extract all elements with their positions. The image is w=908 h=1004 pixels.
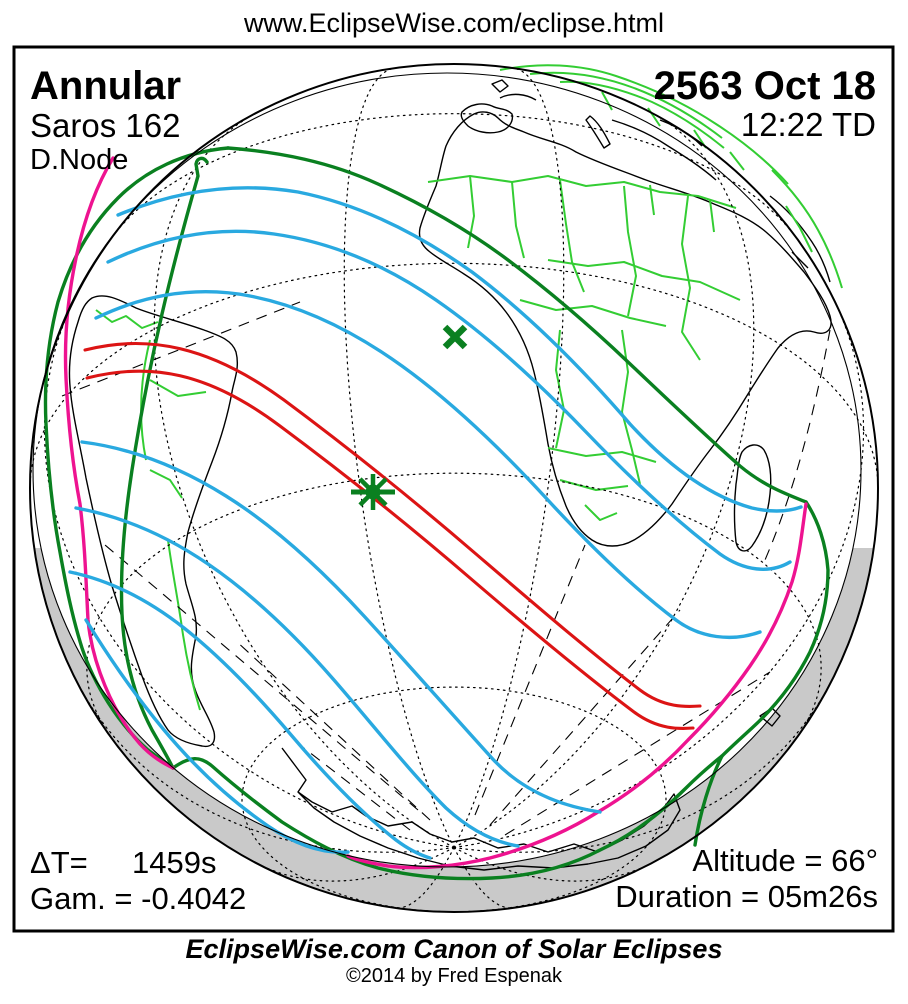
annular-path-south-limit [85,369,695,731]
night-shading [34,548,874,912]
globe-limb [29,63,879,913]
copyright: ©2014 by Fred Espenak [346,965,563,987]
france-coast [499,93,537,101]
eclipse-curves [43,146,830,881]
graticule-lines [29,67,879,913]
madagascar-coast [733,444,772,552]
magnitude-isoline [74,506,520,848]
britain-coast [491,79,509,93]
graticule [29,67,879,913]
altitude-label: Altitude = 66° [692,843,878,878]
canon-title: EclipseWise.com Canon of Solar Eclipses [186,934,723,964]
balkans-coast [611,119,717,181]
eclipse-time-label: 12:22 TD [741,106,876,143]
penumbra-limit-north [226,146,808,504]
magnitude-isoline [116,186,803,513]
magnitude-isoline [68,570,432,860]
duration-label: Duration = 05m26s [615,879,878,914]
south-america-coast [68,295,239,748]
riseset-curve-west [63,156,175,770]
sunrise-curve-west [119,156,209,770]
iberia-coast [460,103,514,134]
delta-t-value: 1459s [132,845,216,880]
eclipse-date-label: 2563 Oct 18 [654,64,876,108]
annular-path-north-limit [83,341,702,709]
africa-coast [418,111,832,547]
globe [29,63,879,913]
magnitude-isoline [106,229,792,571]
magnitude-isoline [80,440,602,814]
magnitude-isoline [94,290,762,639]
terminator-line [32,72,862,868]
saros-label: Saros 162 [30,107,180,144]
penumbra-limit-west [43,146,230,770]
delta-t-key: ΔT= [30,845,88,880]
sunset-loop-east [693,500,830,847]
eclipse-type-label: Annular [30,64,181,108]
riseset-curve-east [346,502,808,870]
node-label: D.Node [30,144,128,176]
sub-solar-point-marker [442,324,468,350]
page-url: www.EclipseWise.com/eclipse.html [243,8,664,38]
italy-coast [585,115,611,149]
magnitude-isoline [84,618,350,854]
gamma-label: Gam. = -0.4042 [30,881,246,916]
greatest-eclipse-marker [351,474,395,510]
arabia-coast [769,195,831,283]
dashed-lines [61,301,831,836]
